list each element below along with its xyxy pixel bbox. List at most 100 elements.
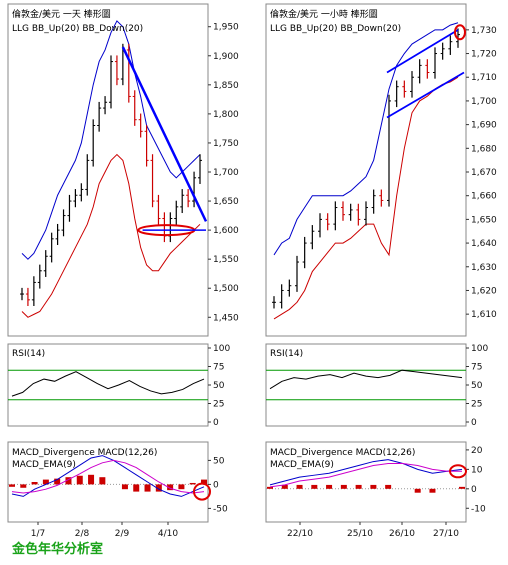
y-tick-label: 20 — [471, 446, 483, 456]
daily-price-panel — [7, 3, 209, 337]
bollinger-bb-up-line — [273, 22, 459, 256]
y-tick-label: 1,610 — [471, 310, 497, 320]
y-tick-label: 1,850 — [213, 81, 239, 91]
daily-macd-panel — [7, 441, 209, 523]
macd-histogram-bar — [326, 484, 333, 489]
x-tick-label: 25/10 — [347, 529, 373, 539]
x-tick-label: 22/10 — [287, 529, 313, 539]
macd-histogram-bar — [155, 484, 162, 492]
x-tick-label: 2/8 — [75, 529, 90, 539]
macd-histogram-bar — [42, 479, 49, 485]
y-tick-label: 1,670 — [471, 168, 497, 178]
y-tick-label: 1,700 — [213, 168, 239, 178]
y-tick-label: 100 — [471, 344, 488, 354]
y-tick-label: 0 — [471, 485, 477, 495]
y-tick-label: 1,650 — [471, 215, 497, 225]
macd-histogram-bar — [99, 477, 106, 485]
hourly-macd-subtitle: MACD_EMA(9) — [270, 460, 334, 470]
hourly-price-panel — [265, 3, 467, 337]
hourly-macd-circle — [449, 464, 467, 479]
macd-histogram-bar — [178, 484, 185, 490]
y-tick-label: 1,950 — [213, 23, 239, 33]
macd-ema-line — [269, 463, 462, 488]
y-tick-label: 50 — [471, 381, 483, 391]
hourly-macd-panel — [265, 441, 467, 523]
daily-macd-subtitle: MACD_EMA(9) — [12, 460, 76, 470]
y-tick-label: 1,650 — [213, 197, 239, 207]
macd-histogram-bar — [9, 484, 15, 487]
y-tick-label: 1,600 — [213, 226, 239, 236]
y-tick-label: 1,660 — [471, 192, 497, 202]
daily-indicator-label: LLG BB_Up(20) BB_Down(20) — [12, 24, 143, 34]
y-tick-label: 0 — [213, 480, 219, 490]
downtrend-line — [121, 46, 208, 222]
y-tick-label: 100 — [213, 344, 230, 354]
y-tick-label: 1,700 — [471, 97, 497, 107]
macd-histogram-bar — [121, 484, 128, 490]
macd-histogram-bar — [459, 486, 465, 489]
macd-histogram-bar — [31, 482, 38, 485]
macd-ema-line — [11, 459, 205, 494]
x-tick-label: 1/7 — [31, 529, 45, 539]
y-tick-label: 75 — [471, 363, 482, 373]
macd-histogram-bar — [88, 474, 95, 485]
macd-histogram-bar — [133, 484, 140, 492]
y-tick-label: 1,620 — [471, 286, 497, 296]
y-tick-label: 10 — [471, 465, 483, 475]
y-tick-label: 0 — [471, 418, 477, 428]
y-tick-label: 1,710 — [471, 73, 497, 83]
macd-histogram-bar — [65, 477, 72, 485]
y-tick-label: -10 — [471, 504, 486, 514]
x-tick-label: 26/10 — [389, 529, 415, 539]
channel-upper-line — [386, 29, 459, 74]
y-tick-label: 1,640 — [471, 239, 497, 249]
macd-histogram-bar — [144, 484, 151, 492]
daily-rsi-title: RSI(14) — [12, 349, 45, 359]
bollinger-bb-up-line — [21, 20, 201, 260]
y-tick-label: 1,680 — [471, 144, 497, 154]
y-tick-label: 1,750 — [213, 139, 239, 149]
hourly-rsi-panel — [265, 343, 467, 427]
macd-histogram-bar — [385, 484, 392, 489]
x-tick-label: 4/10 — [158, 529, 178, 539]
rsi-line — [269, 369, 463, 390]
rsi-line — [11, 371, 205, 397]
bollinger-bb-down-line — [21, 153, 201, 318]
daily-rsi-panel — [7, 343, 209, 427]
macd-histogram-bar — [340, 484, 347, 489]
y-tick-label: 1,900 — [213, 52, 239, 62]
y-tick-label: 1,550 — [213, 255, 239, 265]
macd-histogram-bar — [189, 482, 196, 485]
macd-histogram-bar — [167, 484, 174, 491]
x-tick-label: 2/9 — [115, 529, 130, 539]
y-tick-label: 50 — [213, 381, 225, 391]
hourly-rsi-title: RSI(14) — [270, 349, 303, 359]
y-tick-label: 1,720 — [471, 50, 497, 60]
macd-histogram-bar — [355, 484, 362, 489]
y-tick-label: 1,800 — [213, 110, 239, 120]
macd-line — [269, 459, 463, 486]
macd-histogram-bar — [267, 486, 273, 489]
macd-histogram-bar — [76, 475, 83, 485]
macd-histogram-bar — [54, 478, 61, 485]
hourly-indicator-label: LLG BB_Up(20) BB_Down(20) — [270, 24, 401, 34]
y-tick-label: 50 — [213, 456, 225, 466]
y-tick-label: 1,500 — [213, 284, 239, 294]
macd-histogram-bar — [370, 484, 377, 489]
y-tick-label: 0 — [213, 418, 219, 428]
macd-histogram-bar — [296, 484, 303, 489]
hourly-title: 倫敦金/美元 一小時 棒形圖 — [270, 8, 378, 20]
y-tick-label: 1,690 — [471, 121, 497, 131]
macd-histogram-bar — [311, 484, 318, 489]
y-tick-label: 1,730 — [471, 26, 497, 36]
macd-histogram-bar — [20, 484, 27, 488]
y-tick-label: 25 — [471, 400, 482, 410]
macd-line — [11, 455, 205, 497]
macd-histogram-bar — [414, 488, 421, 493]
daily-title: 倫敦金/美元 一天 棒形圖 — [12, 8, 111, 20]
channel-lower-line — [386, 71, 465, 119]
y-tick-label: 1,450 — [213, 313, 239, 323]
daily-macd-circle — [193, 482, 211, 501]
y-tick-label: -50 — [213, 504, 228, 514]
